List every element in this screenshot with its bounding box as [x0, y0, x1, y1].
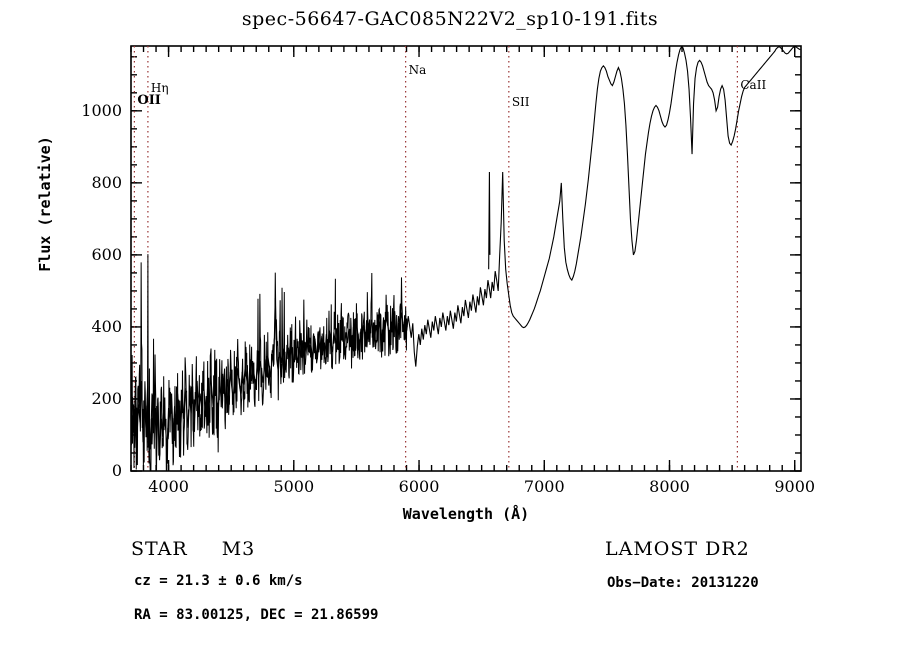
footer-survey: LAMOST DR2: [605, 538, 750, 560]
plot-frame: [130, 45, 802, 472]
line-label-CaII: CaII: [740, 78, 767, 92]
x-tick-label: 5000: [273, 477, 315, 496]
y-axis-label: Flux (relative): [36, 136, 54, 272]
x-tick-label: 9000: [774, 477, 816, 496]
y-tick-label: 800: [91, 172, 122, 192]
page-title: spec-56647-GAC085N22V2_sp10-191.fits: [241, 8, 659, 30]
y-tick-label: 400: [91, 316, 122, 336]
object-class-value: STAR: [131, 538, 188, 560]
x-tick-label: 6000: [398, 477, 440, 496]
x-tick-label: 7000: [523, 477, 565, 496]
line-label-Na: Na: [408, 63, 427, 77]
footer-cz: cz = 21.3 ± 0.6 km/s: [134, 573, 303, 589]
axis-ticks: [130, 46, 801, 472]
y-tick-label: 600: [91, 244, 122, 264]
footer-object-class: STAR M3: [131, 538, 255, 560]
spectrum-noise-blue: [130, 254, 408, 471]
line-label-OII: OII: [137, 93, 161, 108]
y-tick-label: 200: [91, 388, 122, 408]
x-tick-label: 8000: [649, 477, 690, 496]
y-tick-label: 1000: [81, 100, 122, 120]
x-axis-label: Wavelength (Å): [402, 505, 530, 523]
spectral-type-value: M3: [221, 538, 256, 560]
y-tick-label: 0: [111, 461, 122, 480]
line-label-Heta: Hη: [150, 81, 169, 95]
spectrum-trace: [130, 45, 801, 461]
footer-coordinates: RA = 83.00125, DEC = 21.86599: [134, 607, 379, 623]
line-label-SII: SII: [511, 95, 530, 109]
footer-obs-date: Obs−Date: 20131220: [607, 575, 759, 591]
emission-spike-halpha: [488, 172, 491, 270]
x-tick-label: 4000: [148, 477, 189, 496]
